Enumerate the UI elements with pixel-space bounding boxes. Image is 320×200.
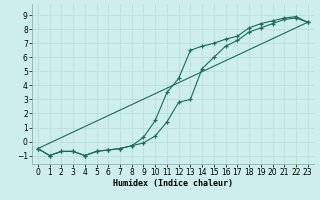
X-axis label: Humidex (Indice chaleur): Humidex (Indice chaleur)	[113, 179, 233, 188]
